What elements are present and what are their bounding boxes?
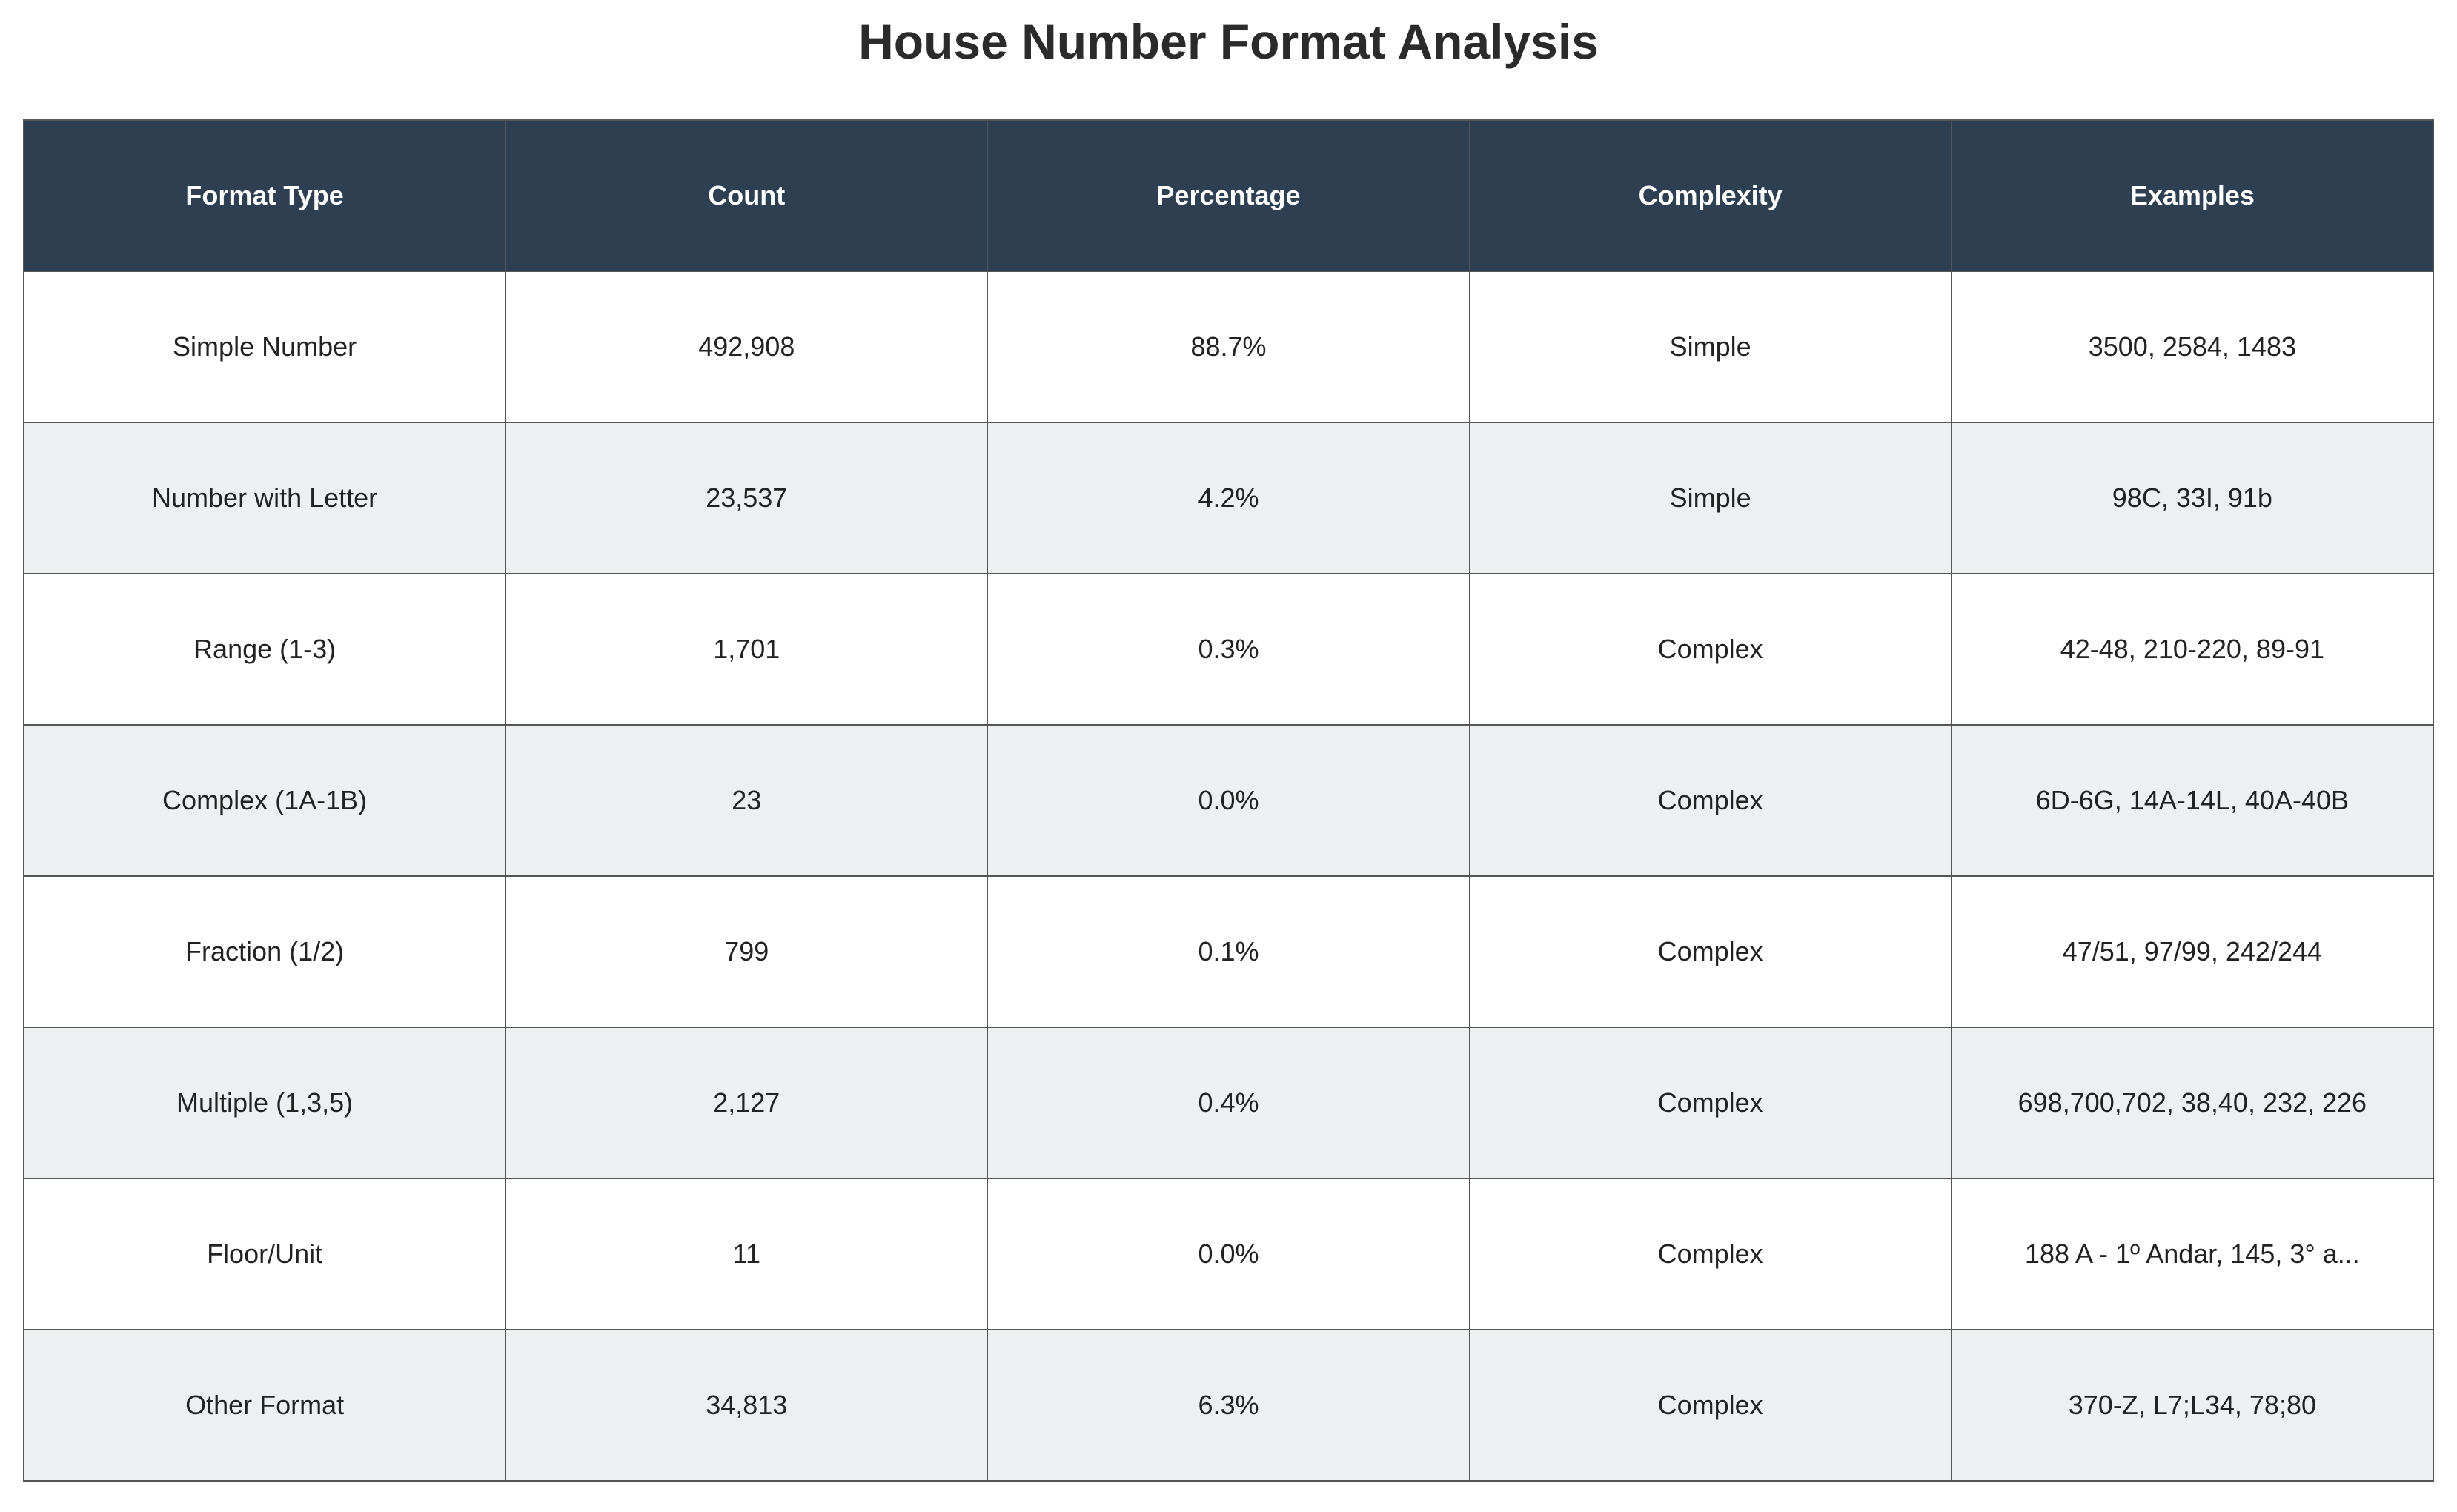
table-row: Fraction (1/2) 799 0.1% Complex 47/51, 9… [22,875,2435,1028]
cell-complexity: Complex [1468,1329,1952,1482]
cell-percentage: 0.0% [987,1178,1470,1330]
cell-complexity: Complex [1468,1178,1952,1330]
cell-examples: 47/51, 97/99, 242/244 [1950,875,2435,1028]
cell-percentage: 88.7% [987,271,1470,423]
table-row: Simple Number 492,908 88.7% Simple 3500,… [22,271,2435,423]
cell-count: 11 [505,1178,989,1330]
cell-complexity: Simple [1468,271,1952,423]
cell-format-type: Simple Number [22,271,507,423]
format-table: Format Type Count Percentage Complexity … [22,119,2435,1482]
header-examples: Examples [1950,119,2435,272]
cell-complexity: Simple [1468,422,1952,574]
cell-format-type: Other Format [22,1329,507,1482]
cell-format-type: Multiple (1,3,5) [22,1027,507,1179]
header-row: Format Type Count Percentage Complexity … [22,119,2435,272]
cell-percentage: 0.1% [987,875,1470,1028]
header-count: Count [505,119,989,272]
cell-examples: 98C, 33I, 91b [1950,422,2435,574]
header-complexity: Complexity [1468,119,1952,272]
cell-examples: 370-Z, L7;L34, 78;80 [1950,1329,2435,1482]
cell-complexity: Complex [1468,724,1952,877]
cell-format-type: Complex (1A-1B) [22,724,507,877]
cell-examples: 188 A - 1º Andar, 145, 3° a... [1950,1178,2435,1330]
table-row: Complex (1A-1B) 23 0.0% Complex 6D-6G, 1… [22,724,2435,877]
cell-percentage: 0.3% [987,573,1470,726]
cell-examples: 6D-6G, 14A-14L, 40A-40B [1950,724,2435,877]
cell-format-type: Floor/Unit [22,1178,507,1330]
cell-count: 23,537 [505,422,989,574]
table-body: Simple Number 492,908 88.7% Simple 3500,… [22,271,2435,1482]
table-row: Other Format 34,813 6.3% Complex 370-Z, … [22,1329,2435,1482]
cell-count: 492,908 [505,271,989,423]
cell-format-type: Fraction (1/2) [22,875,507,1028]
cell-complexity: Complex [1468,1027,1952,1179]
cell-percentage: 0.4% [987,1027,1470,1179]
cell-count: 2,127 [505,1027,989,1179]
table-row: Number with Letter 23,537 4.2% Simple 98… [22,422,2435,574]
table-row: Multiple (1,3,5) 2,127 0.4% Complex 698,… [22,1027,2435,1179]
cell-format-type: Range (1-3) [22,573,507,726]
cell-count: 34,813 [505,1329,989,1482]
cell-count: 1,701 [505,573,989,726]
cell-percentage: 4.2% [987,422,1470,574]
cell-count: 799 [505,875,989,1028]
table-row: Floor/Unit 11 0.0% Complex 188 A - 1º An… [22,1178,2435,1330]
cell-complexity: Complex [1468,573,1952,726]
cell-examples: 3500, 2584, 1483 [1950,271,2435,423]
cell-count: 23 [505,724,989,877]
cell-examples: 42-48, 210-220, 89-91 [1950,573,2435,726]
page-title: House Number Format Analysis [858,14,1599,69]
table-row: Range (1-3) 1,701 0.3% Complex 42-48, 21… [22,573,2435,726]
table-header: Format Type Count Percentage Complexity … [22,119,2435,272]
cell-examples: 698,700,702, 38,40, 232, 226 [1950,1027,2435,1179]
cell-format-type: Number with Letter [22,422,507,574]
header-format-type: Format Type [22,119,507,272]
cell-percentage: 6.3% [987,1329,1470,1482]
cell-percentage: 0.0% [987,724,1470,877]
cell-complexity: Complex [1468,875,1952,1028]
header-percentage: Percentage [987,119,1470,272]
